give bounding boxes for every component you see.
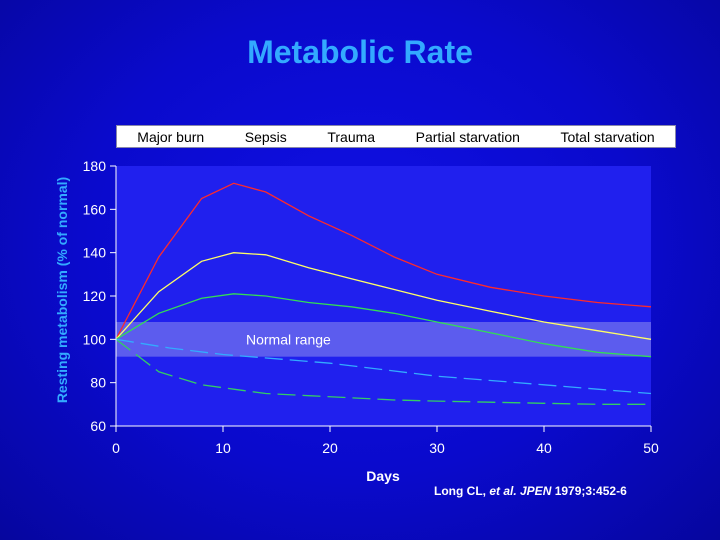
y-axis-label: Resting metabolism (% of normal) xyxy=(54,176,70,404)
citation: Long CL, et al. JPEN 1979;3:452-6 xyxy=(434,484,627,498)
normal-range-band xyxy=(116,322,651,357)
slide-title: Metabolic Rate xyxy=(247,34,473,70)
series-line-major-burn xyxy=(115,182,652,340)
normal-range-label: Normal range xyxy=(246,331,331,347)
x-tick-label: 0 xyxy=(112,440,120,456)
series-line-total-starvation xyxy=(115,338,652,395)
y-tick-label: 160 xyxy=(83,201,107,217)
series-line-partial-starvation xyxy=(115,338,651,405)
y-tick-label: 100 xyxy=(83,331,107,347)
citation-author: Long CL, xyxy=(434,484,490,498)
y-tick-label: 120 xyxy=(83,288,107,304)
y-tick-label: 140 xyxy=(83,245,107,261)
x-axis-label: Days xyxy=(366,468,400,484)
y-tick-label: 180 xyxy=(83,158,107,174)
legend-item-partial-starvation: Partial starvation xyxy=(415,128,520,145)
x-tick-label: 30 xyxy=(429,440,445,456)
legend-item-sepsis: Sepsis xyxy=(244,128,287,145)
x-tick-label: 40 xyxy=(536,440,552,456)
series-line-trauma xyxy=(115,293,652,358)
legend-item-total-starvation: Total starvation xyxy=(560,128,655,145)
citation-reference: 1979;3:452-6 xyxy=(551,484,627,498)
y-tick-label: 80 xyxy=(90,375,106,391)
x-tick-label: 50 xyxy=(643,440,659,456)
series-line-sepsis xyxy=(115,252,652,340)
x-tick-label: 20 xyxy=(322,440,338,456)
legend-item-trauma: Trauma xyxy=(327,128,376,145)
citation-journal: et al. JPEN xyxy=(489,484,552,498)
legend-item-major-burn: Major burn xyxy=(137,128,205,145)
chart-legend: Major burn Sepsis Trauma Partial starvat… xyxy=(116,125,676,148)
plot-area xyxy=(116,166,651,426)
x-tick-label: 10 xyxy=(215,440,231,456)
y-tick-label: 60 xyxy=(90,418,106,434)
